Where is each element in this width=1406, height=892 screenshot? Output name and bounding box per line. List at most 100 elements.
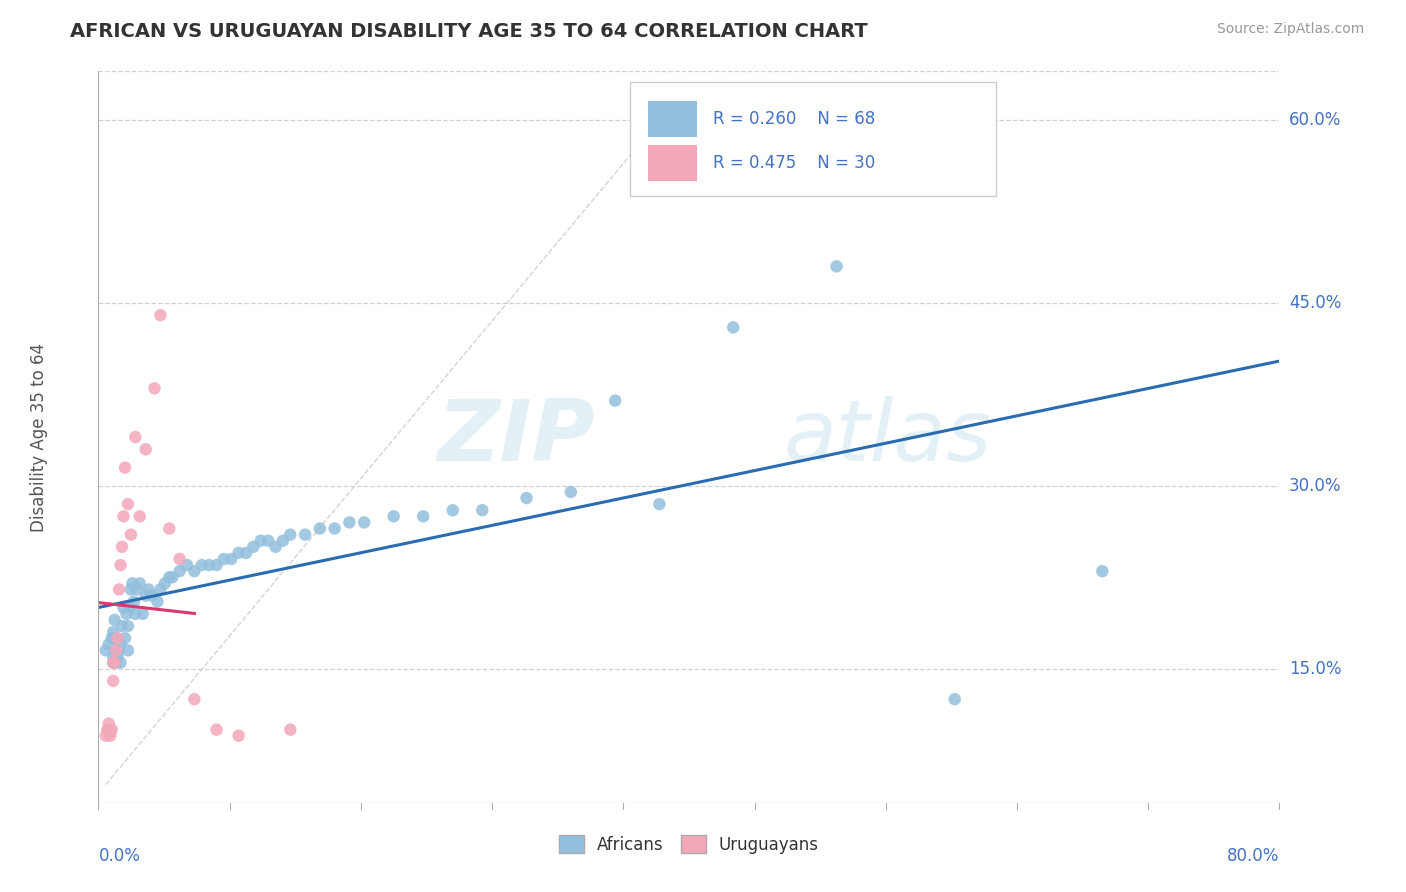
Point	[191, 558, 214, 573]
Point	[128, 576, 150, 591]
Point	[117, 619, 139, 633]
Point	[339, 516, 361, 530]
Point	[103, 656, 125, 670]
Point	[105, 656, 128, 670]
Point	[114, 460, 136, 475]
Point	[118, 600, 141, 615]
Point	[353, 516, 375, 530]
Point	[135, 589, 157, 603]
Point	[228, 729, 250, 743]
Point	[169, 552, 191, 566]
Point	[242, 540, 264, 554]
Point	[205, 723, 228, 737]
Point	[117, 497, 139, 511]
Point	[183, 564, 205, 578]
Text: atlas: atlas	[783, 395, 991, 479]
Point	[110, 656, 132, 670]
Text: 30.0%: 30.0%	[1289, 477, 1341, 495]
Point	[183, 692, 205, 706]
Point	[149, 582, 172, 597]
Point	[96, 723, 118, 737]
Point	[943, 692, 966, 706]
Point	[280, 527, 302, 541]
Point	[104, 613, 127, 627]
Point	[257, 533, 280, 548]
Point	[104, 656, 127, 670]
Point	[228, 546, 250, 560]
Point	[723, 320, 745, 334]
Point	[825, 260, 848, 274]
Point	[128, 509, 150, 524]
Point	[146, 594, 169, 608]
Text: 80.0%: 80.0%	[1227, 847, 1279, 864]
Point	[605, 393, 627, 408]
Point	[157, 521, 180, 535]
Point	[103, 632, 125, 646]
Point	[162, 570, 183, 584]
Point	[250, 533, 273, 548]
Point	[153, 576, 176, 591]
Point	[157, 570, 180, 584]
Text: AFRICAN VS URUGUAYAN DISABILITY AGE 35 TO 64 CORRELATION CHART: AFRICAN VS URUGUAYAN DISABILITY AGE 35 T…	[70, 22, 868, 41]
Point	[264, 540, 287, 554]
Point	[280, 723, 302, 737]
Point	[471, 503, 494, 517]
Point	[124, 607, 146, 621]
Point	[1091, 564, 1114, 578]
Point	[112, 509, 135, 524]
Point	[309, 521, 332, 535]
Point	[169, 564, 191, 578]
Point	[107, 632, 129, 646]
Point	[516, 491, 538, 505]
Text: R = 0.260    N = 68: R = 0.260 N = 68	[713, 110, 875, 128]
Point	[111, 540, 134, 554]
Point	[97, 716, 120, 731]
Point	[108, 582, 131, 597]
Point	[97, 637, 120, 651]
Legend: Africans, Uruguayans: Africans, Uruguayans	[553, 829, 825, 860]
Point	[132, 607, 155, 621]
Point	[122, 594, 145, 608]
Point	[143, 381, 166, 395]
Text: Disability Age 35 to 64: Disability Age 35 to 64	[31, 343, 48, 532]
Point	[112, 600, 135, 615]
Point	[294, 527, 316, 541]
Point	[149, 308, 172, 322]
Point	[212, 552, 235, 566]
Point	[103, 625, 125, 640]
Point	[120, 527, 142, 541]
Point	[110, 637, 132, 651]
Text: Source: ZipAtlas.com: Source: ZipAtlas.com	[1216, 22, 1364, 37]
Point	[98, 729, 121, 743]
Point	[105, 643, 128, 657]
Text: 45.0%: 45.0%	[1289, 294, 1341, 312]
Point	[120, 582, 142, 597]
Point	[560, 485, 582, 500]
Point	[125, 582, 148, 597]
Point	[103, 649, 125, 664]
FancyBboxPatch shape	[648, 145, 697, 181]
Point	[94, 643, 117, 657]
Point	[205, 558, 228, 573]
Point	[441, 503, 464, 517]
Point	[108, 643, 131, 657]
Point	[221, 552, 243, 566]
Point	[100, 632, 122, 646]
Point	[176, 558, 198, 573]
Point	[110, 558, 132, 573]
Text: 60.0%: 60.0%	[1289, 112, 1341, 129]
Point	[271, 533, 294, 548]
Point	[323, 521, 346, 535]
Point	[114, 632, 136, 646]
Point	[103, 673, 125, 688]
Point	[111, 619, 134, 633]
Point	[235, 546, 257, 560]
Point	[115, 607, 138, 621]
Point	[97, 723, 120, 737]
Point	[94, 729, 117, 743]
Point	[135, 442, 157, 457]
Text: R = 0.475    N = 30: R = 0.475 N = 30	[713, 153, 875, 172]
Point	[100, 723, 122, 737]
Point	[648, 497, 671, 511]
Point	[98, 725, 121, 739]
